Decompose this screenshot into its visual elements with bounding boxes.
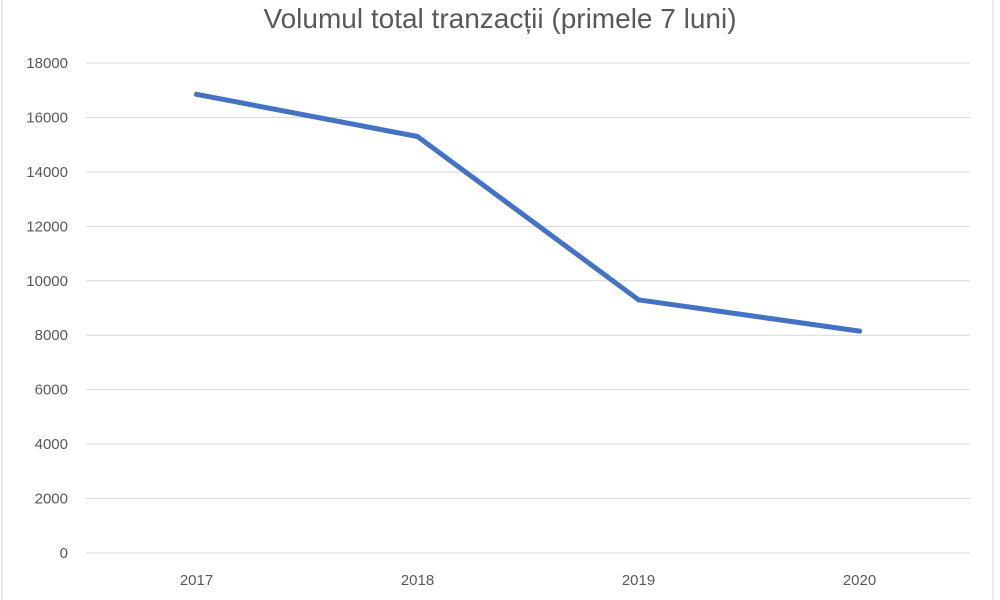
y-tick-label: 6000 [35, 382, 68, 399]
x-tick-label: 2020 [843, 572, 876, 589]
y-tick-label: 0 [60, 545, 68, 562]
y-tick-label: 12000 [26, 218, 68, 235]
x-tick-label: 2019 [622, 572, 655, 589]
series-line-0 [194, 91, 862, 334]
y-tick-label: 8000 [35, 327, 68, 344]
data-point-2018 [415, 134, 420, 139]
y-tick-label: 18000 [26, 55, 68, 72]
y-axis-tick-labels: 0 2000 4000 6000 8000 10000 12000 14000 16000 180… [26, 55, 68, 562]
y-tick-label: 16000 [26, 109, 68, 126]
data-point-2019 [636, 297, 641, 303]
data-point-2020 [857, 328, 862, 334]
y-tick-label: 4000 [35, 436, 68, 453]
y-tick-label: 2000 [35, 491, 68, 508]
y-tick-label: 10000 [26, 273, 68, 290]
x-tick-label: 2017 [180, 572, 213, 589]
series-layer [194, 91, 862, 334]
data-point-2017 [194, 91, 199, 97]
gridlines [86, 62, 970, 554]
x-axis-tick-labels: 2017 2018 2019 2020 [180, 572, 876, 589]
x-tick-label: 2018 [401, 572, 434, 589]
y-tick-label: 14000 [26, 164, 68, 181]
chart-title: Volumul total tranzacții (primele 7 luni… [263, 3, 736, 34]
